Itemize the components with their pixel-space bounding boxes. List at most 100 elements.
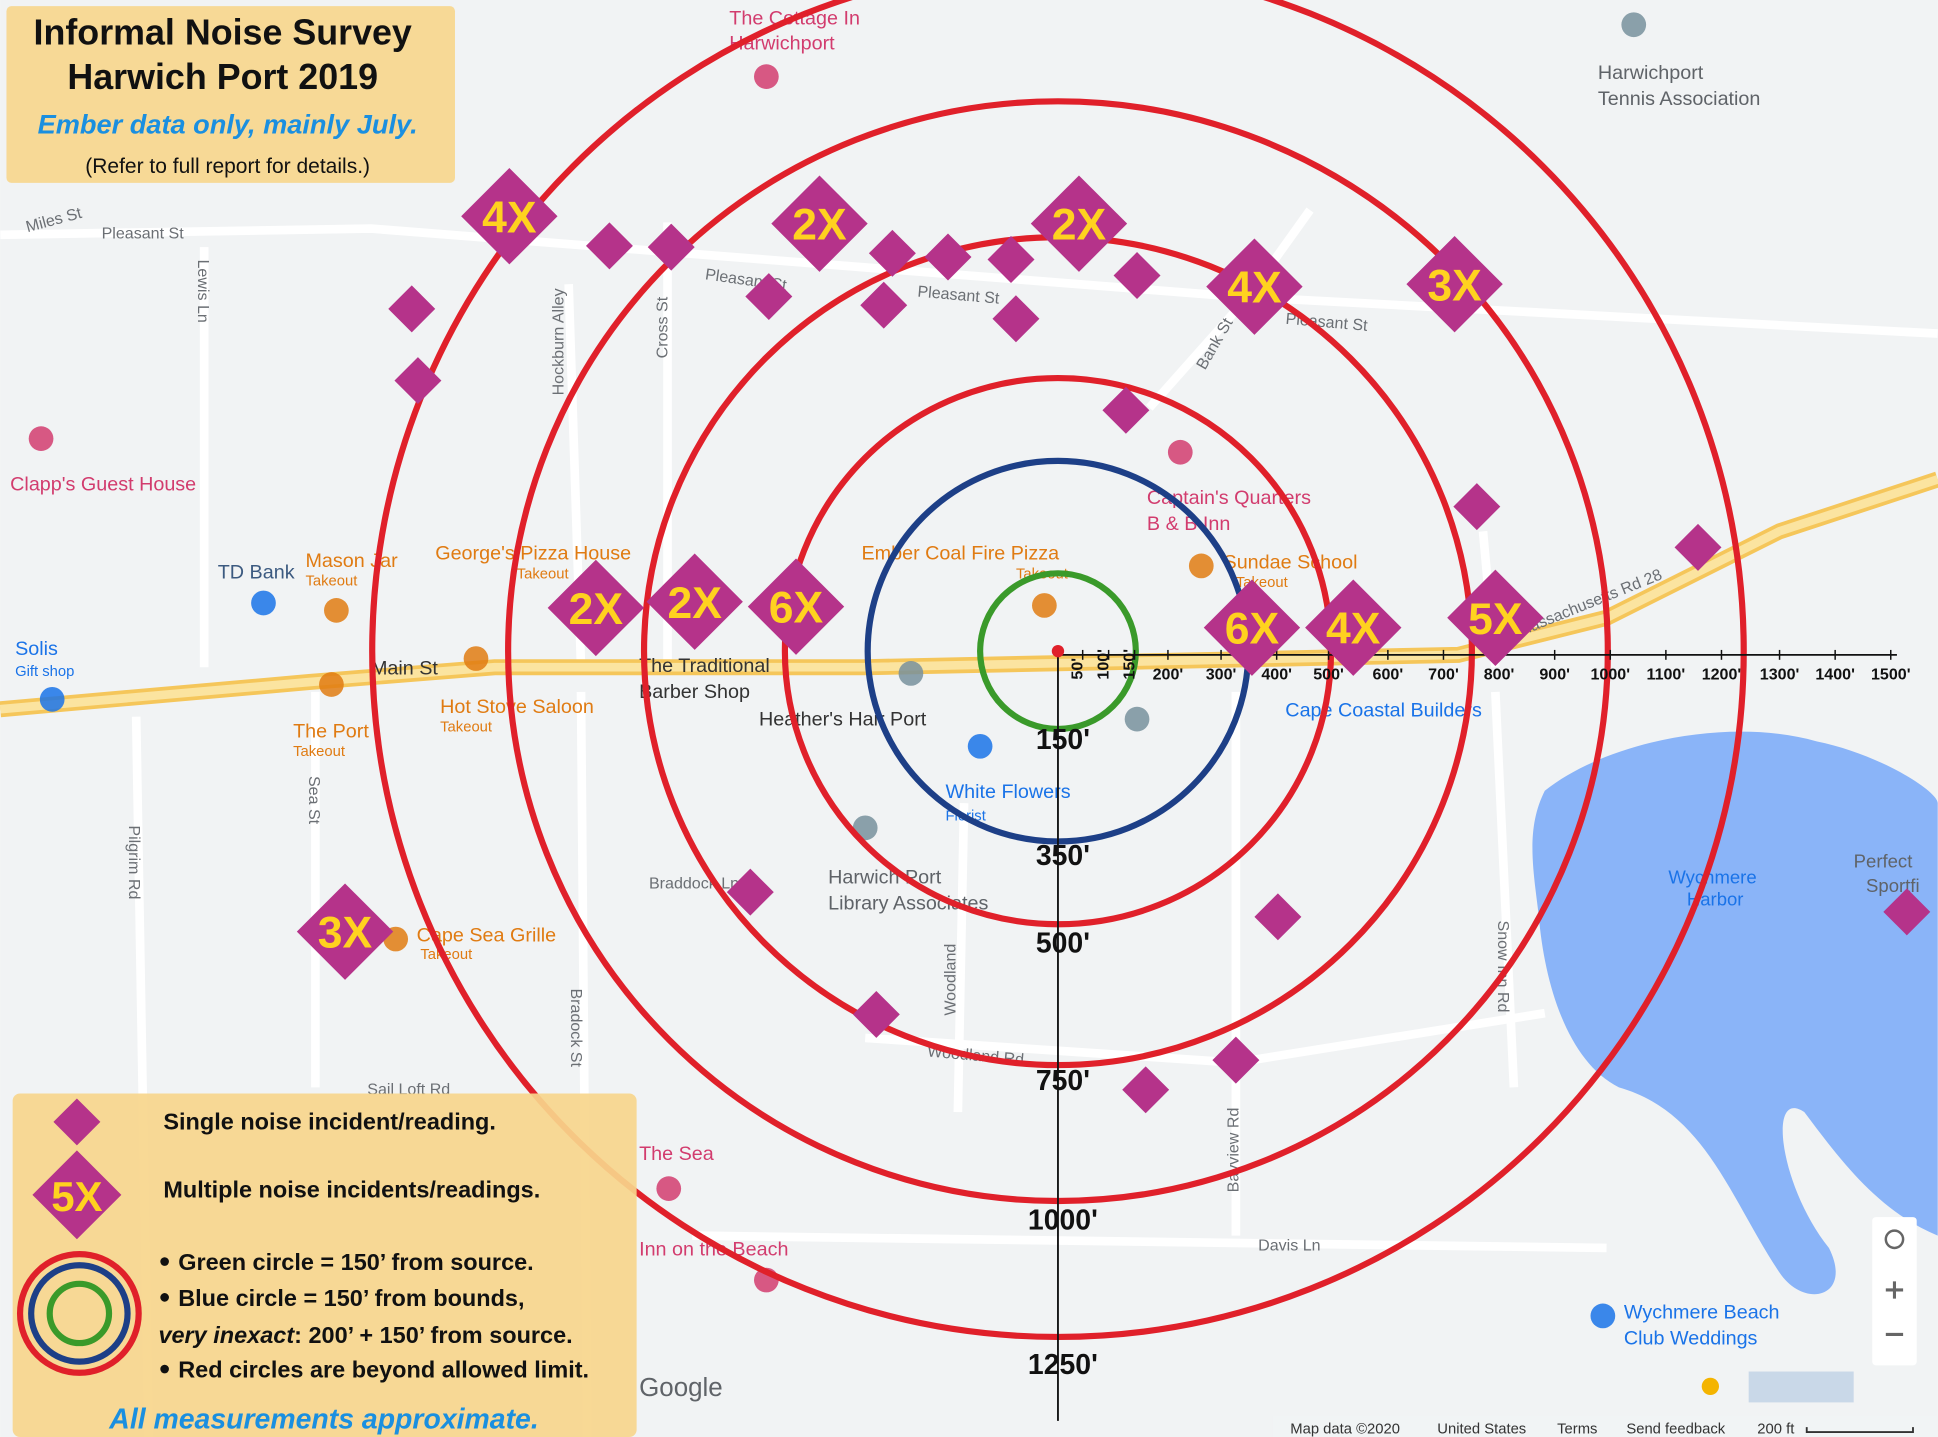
place-label: Harwich Port	[828, 866, 942, 888]
map-pin	[898, 661, 924, 686]
scale-tick-label: 1100'	[1647, 666, 1686, 684]
street-label: Bayview Rd	[1224, 1108, 1242, 1193]
scale-tick-label: 600'	[1373, 666, 1404, 684]
pegman[interactable]	[1701, 1377, 1720, 1395]
legend-single-marker	[53, 1098, 101, 1146]
title: Informal Noise Survey	[34, 12, 412, 52]
place-label: Perfect	[1854, 850, 1914, 871]
place-label: Takeout	[440, 719, 492, 735]
map-controls	[1272, 1217, 1938, 1437]
place-label: Club Weddings	[1624, 1327, 1758, 1349]
street-label: Snow Inn Rd	[1494, 921, 1512, 1013]
place-label: Ember Coal Fire Pizza	[862, 543, 1060, 565]
place-label: Tennis Association	[1598, 88, 1760, 110]
scale-tick-label: 800'	[1484, 666, 1515, 684]
multiple-incident-label: 2X	[667, 579, 722, 628]
single-incident-marker	[924, 233, 972, 281]
place-label: Gift shop	[15, 664, 74, 680]
single-incident-marker	[868, 229, 916, 277]
scale-tick-label: 1200'	[1702, 666, 1742, 684]
attribution-text: Terms	[1557, 1421, 1597, 1437]
place-label: Mason Jar	[305, 550, 398, 572]
single-incident-marker	[1102, 386, 1150, 434]
place-label: Takeout	[517, 566, 569, 582]
legend: 5X Single noise incident/reading. Multipl…	[12, 1093, 637, 1437]
single-incident-marker	[726, 868, 774, 916]
map-pin	[39, 686, 65, 712]
scale-tick-label: 500'	[1313, 666, 1344, 684]
scale-tick-label: 1400'	[1815, 666, 1855, 684]
scale-tick-label: 200'	[1153, 666, 1184, 684]
ring-label: 150'	[1036, 724, 1090, 756]
map-pin	[251, 590, 276, 616]
map-labels: The Cottage InHarwichportHarwichportTenn…	[10, 8, 1919, 1403]
place-label: Wychmere	[1668, 866, 1756, 887]
place-label: Captain's Quarters	[1147, 487, 1311, 509]
layer-thumbnails[interactable]	[1748, 1371, 1854, 1403]
place-label: The Port	[293, 721, 369, 743]
legend-multiple: Multiple noise incidents/readings.	[163, 1176, 540, 1202]
place-label: Sundae School	[1224, 551, 1358, 573]
legend-box	[12, 1093, 637, 1437]
place-label: B & B Inn	[1147, 513, 1230, 535]
ring-label: 350'	[1036, 840, 1090, 872]
title-box	[6, 6, 455, 183]
single-incident-marker	[1883, 888, 1931, 936]
legend-footer: All measurements approximate.	[108, 1403, 538, 1435]
legend-red: Red circles are beyond allowed limit.	[178, 1357, 589, 1383]
single-incident-marker	[1113, 252, 1161, 300]
street-label: Cross St	[654, 296, 672, 358]
zoom-in[interactable]	[1885, 1281, 1904, 1299]
ring-label: 500'	[1036, 928, 1090, 960]
scale-tick-label: 900'	[1539, 666, 1570, 684]
scale-tick-label: 1300'	[1760, 666, 1800, 684]
scale-tick-label: 1500'	[1871, 666, 1911, 684]
multiple-incident-label: 2X	[792, 201, 847, 250]
multiple-incident-label: 3X	[318, 909, 373, 958]
map-pin	[656, 1176, 682, 1202]
place-label: Sportfi	[1866, 875, 1920, 896]
road	[0, 224, 1938, 338]
map-pin	[1032, 593, 1057, 618]
road	[953, 803, 969, 1113]
map-pin	[319, 672, 344, 697]
multiple-incident-marker	[1203, 579, 1301, 676]
place-label: Takeout	[305, 574, 357, 590]
wychmere-harbor-water	[1532, 731, 1938, 1295]
locate-button[interactable]	[1884, 1229, 1905, 1250]
multiple-incident-label: 3X	[1427, 261, 1482, 310]
bullet	[160, 1364, 169, 1374]
legend-green-ring	[46, 1280, 113, 1347]
place-label: Clapp's Guest House	[10, 474, 196, 496]
place-label: White Flowers	[946, 781, 1071, 803]
map-pin	[1621, 12, 1647, 38]
map-pin	[1188, 553, 1214, 579]
map-pin	[324, 598, 349, 623]
multiple-incident-marker	[771, 175, 868, 272]
attribution-text: 200 ft	[1757, 1421, 1794, 1437]
scale-tick-label: 50'	[1069, 658, 1087, 680]
legend-inexact-rest: : 200’ + 150’ from source.	[294, 1322, 573, 1348]
multiple-incident-label: 6X	[1225, 605, 1280, 654]
scale-bar	[1805, 1427, 1914, 1433]
scale-tick-label: 400'	[1261, 666, 1292, 684]
overlay: 150' 350' 500' 750' 1000' 1250' 50' 100' 150' 200…	[296, 0, 1931, 1421]
bullet	[160, 1293, 169, 1302]
place-label: Cape Sea Grille	[417, 925, 556, 947]
place-label: George's Pizza House	[435, 543, 631, 565]
multiple-incident-marker	[461, 168, 558, 265]
place-label: Wychmere Beach	[1624, 1301, 1780, 1323]
map-pin	[967, 733, 993, 759]
place-label: Library Associates	[828, 892, 988, 914]
street-label: Pleasant St	[102, 224, 185, 242]
scale-tick-label: 100'	[1095, 649, 1113, 680]
single-incident-marker	[647, 223, 695, 271]
multiple-incident-label: 6X	[769, 584, 824, 633]
place-label: Takeout	[293, 744, 345, 760]
place-label: Hot Stove Saloon	[440, 696, 594, 718]
source-point	[1051, 644, 1065, 658]
legend-multiple-sample: 5X	[51, 1173, 102, 1220]
multiple-incident-label: 4X	[1326, 605, 1381, 654]
note: Ember data only, mainly July.	[38, 108, 418, 139]
scale-tick-label: 1000'	[1591, 666, 1631, 684]
